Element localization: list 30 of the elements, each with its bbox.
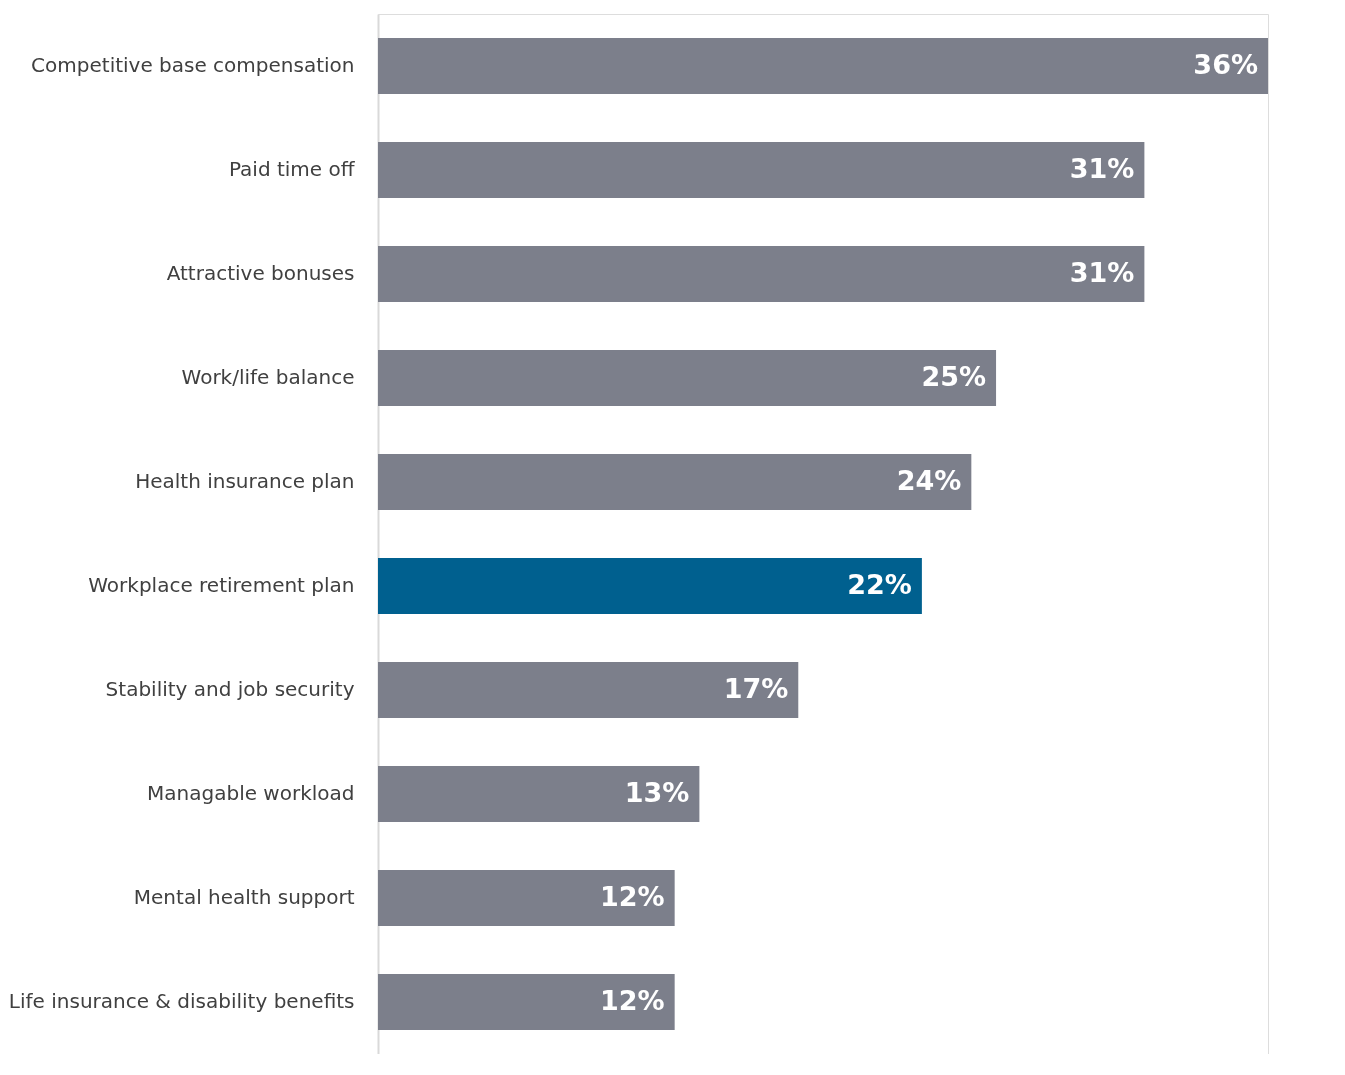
y-tick-label: Life insurance & disability benefits [8, 989, 355, 1013]
bar [378, 349, 997, 407]
y-tick-label: Managable workload [147, 781, 355, 805]
data-label: 36% [1193, 49, 1258, 80]
y-tick-label: Paid time off [228, 157, 356, 181]
y-tick-label: Work/life balance [181, 365, 355, 389]
y-tick-label: Stability and job security [105, 677, 355, 701]
bar [378, 453, 972, 511]
bar [378, 37, 1268, 95]
data-label: 25% [921, 361, 987, 392]
data-label: 22% [847, 569, 912, 600]
data-label: 24% [896, 465, 962, 496]
bar [378, 557, 922, 615]
bar [378, 765, 700, 823]
data-label: 17% [723, 673, 789, 704]
bar [378, 869, 675, 927]
data-label: 12% [600, 985, 665, 1016]
y-tick-label: Attractive bonuses [166, 261, 355, 285]
data-label: 12% [600, 881, 665, 912]
y-tick-label: Competitive base compensation [31, 53, 355, 77]
y-tick-label: Mental health support [133, 885, 355, 909]
bar [378, 141, 1145, 199]
bar [378, 973, 675, 1031]
bar [378, 245, 1145, 303]
y-tick-label: Workplace retirement plan [88, 573, 355, 597]
data-label: 31% [1069, 153, 1135, 184]
y-tick-label: Health insurance plan [135, 469, 355, 493]
bar [378, 661, 799, 719]
data-label: 31% [1069, 257, 1135, 288]
data-label: 13% [624, 777, 690, 808]
